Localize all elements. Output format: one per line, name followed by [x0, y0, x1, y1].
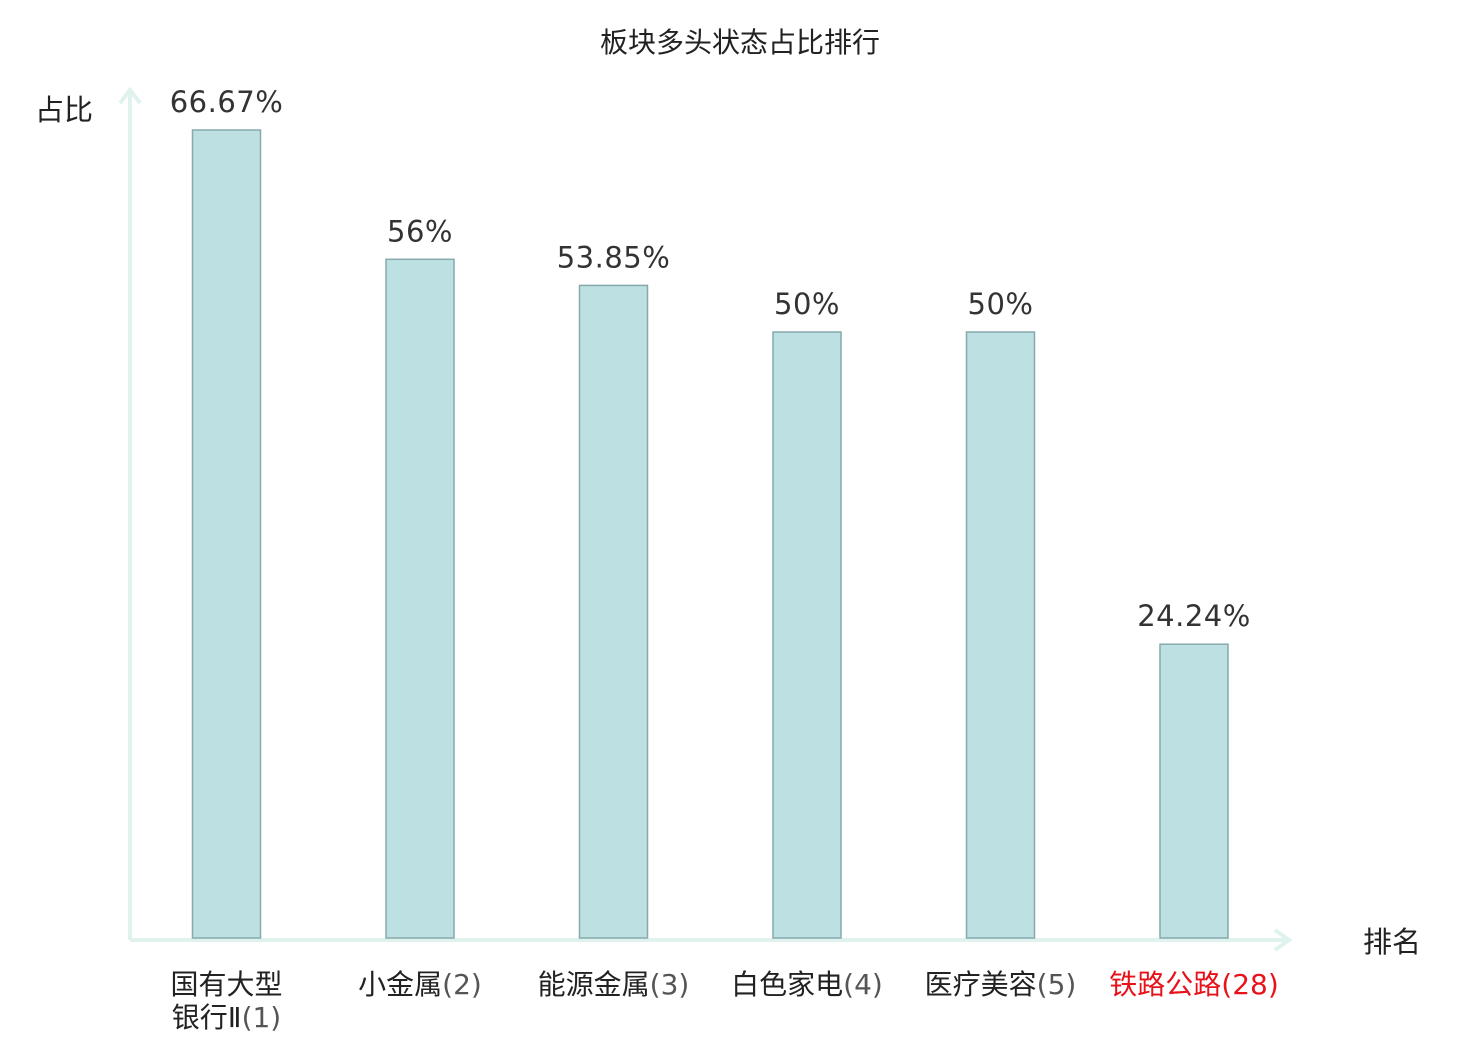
x-axis-label: 排名: [1363, 925, 1421, 959]
axes: 占比 排名 66.67% 56% 53.85% 50% 50% 24.24% 国有大型银行…: [35, 85, 1421, 1034]
bar-3: [578, 284, 649, 939]
value-label-5: 50%: [968, 287, 1034, 321]
value-label-6: 24.24%: [1137, 599, 1251, 633]
value-label-2: 56%: [387, 214, 453, 248]
value-label-1: 66.67%: [170, 85, 284, 119]
value-label-3: 53.85%: [557, 240, 671, 274]
y-axis-arrow-icon: [118, 86, 142, 105]
x-axis-arrow-icon: [1273, 928, 1293, 952]
y-axis-label: 占比: [35, 93, 93, 127]
category-label-6: 铁路公路(28): [1109, 968, 1279, 1001]
chart-title: 板块多头状态占比排行: [600, 26, 880, 59]
category-label-4: 白色家电(4): [731, 968, 883, 1001]
category-label-2: 小金属(2): [358, 968, 482, 1001]
category-label-1-line-1: 国有大型: [170, 968, 282, 1001]
category-label-5: 医疗美容(5): [925, 968, 1077, 1001]
category-label-1-line-2: 银行Ⅱ(1): [172, 1001, 281, 1034]
bar-4: [772, 331, 842, 939]
bar-2: [385, 258, 455, 939]
bar-6: [1159, 643, 1229, 939]
value-labels-group: 66.67% 56% 53.85% 50% 50% 24.24%: [170, 85, 1251, 633]
value-label-4: 50%: [774, 287, 840, 321]
bar-5: [965, 331, 1036, 939]
category-label-3: 能源金属(3): [538, 968, 690, 1001]
bars-group: [191, 129, 1229, 939]
bar-1: [191, 129, 262, 939]
